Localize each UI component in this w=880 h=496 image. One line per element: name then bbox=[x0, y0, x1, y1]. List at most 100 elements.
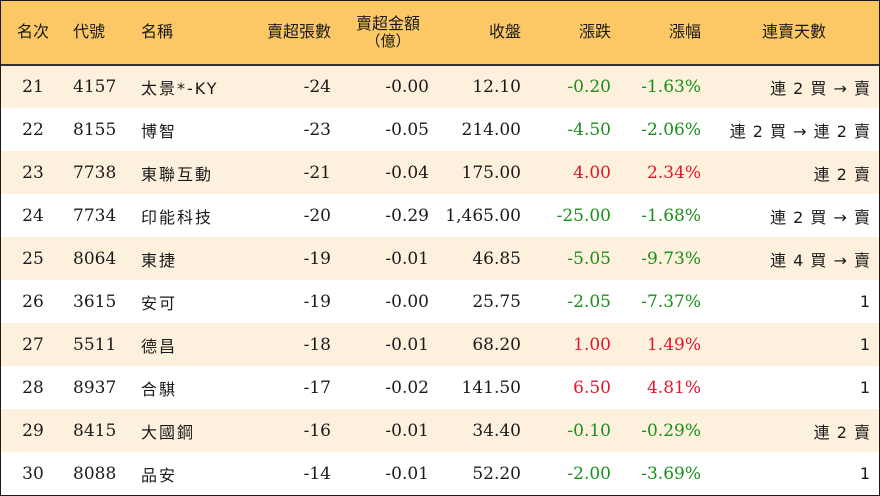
table-row[interactable]: 21 4157 太景*-KY -24 -0.00 12.10 -0.20 -1.63% 連 2 … bbox=[1, 64, 879, 108]
cell-name: 大國鋼 bbox=[141, 422, 196, 442]
cell-name: 安可 bbox=[141, 293, 178, 313]
cell-rank: 29 bbox=[22, 420, 44, 441]
cell-change-pct: -9.73% bbox=[641, 248, 701, 269]
cell-streak: 連 2 賣 bbox=[813, 164, 871, 184]
cell-change: 1.00 bbox=[573, 334, 611, 355]
cell-change: -25.00 bbox=[556, 205, 611, 226]
cell-close: 25.75 bbox=[472, 291, 521, 312]
header-sell-volume[interactable]: 賣超張數 bbox=[266, 22, 331, 42]
cell-sell-amount: -0.01 bbox=[385, 420, 429, 441]
cell-change: 6.50 bbox=[573, 377, 611, 398]
table-header-row: 名次 代號 名稱 賣超張數 賣超金額 （億） 收盤 漲跌 漲幅 連賣天數 bbox=[1, 1, 879, 65]
cell-code: 7738 bbox=[73, 162, 117, 183]
cell-rank: 27 bbox=[22, 334, 44, 355]
cell-streak: 1 bbox=[859, 292, 871, 311]
table-body: 21 4157 太景*-KY -24 -0.00 12.10 -0.20 -1.63% 連 2 … bbox=[1, 64, 879, 495]
header-close[interactable]: 收盤 bbox=[488, 22, 521, 42]
cell-sell-volume: -18 bbox=[303, 334, 331, 355]
cell-sell-volume: -20 bbox=[303, 205, 331, 226]
header-sell-amount-unit: （億） bbox=[365, 32, 411, 51]
cell-change-pct: 2.34% bbox=[646, 162, 701, 183]
cell-streak: 連 2 買 → 連 2 賣 bbox=[729, 121, 871, 141]
header-sell-amount[interactable]: 賣超金額 （億） bbox=[339, 1, 437, 65]
table-row[interactable]: 23 7738 東聯互動 -21 -0.04 175.00 4.00 2.34% 連 2 賣 bbox=[1, 151, 879, 194]
cell-change-pct: -1.63% bbox=[619, 64, 709, 108]
cell-sell-volume: -17 bbox=[303, 377, 331, 398]
cell-close: 46.85 bbox=[472, 248, 521, 269]
cell-change-pct: -7.37% bbox=[641, 291, 701, 312]
cell-streak: 連 2 買 → 賣 bbox=[709, 64, 879, 108]
cell-code: 8155 bbox=[73, 119, 117, 140]
cell-sell-amount: -0.00 bbox=[385, 291, 429, 312]
header-change[interactable]: 漲跌 bbox=[578, 22, 611, 42]
cell-sell-amount: -0.02 bbox=[385, 377, 429, 398]
cell-rank: 30 bbox=[22, 463, 44, 484]
cell-close: 175.00 bbox=[461, 162, 521, 183]
cell-sell-amount: -0.01 bbox=[385, 463, 429, 484]
header-streak[interactable]: 連賣天數 bbox=[761, 22, 826, 42]
cell-name: 德昌 bbox=[141, 336, 178, 356]
cell-streak: 連 2 賣 bbox=[813, 422, 871, 442]
header-name[interactable]: 名稱 bbox=[141, 22, 174, 42]
cell-code: 8937 bbox=[73, 377, 117, 398]
cell-name: 東捷 bbox=[141, 250, 178, 270]
cell-rank: 24 bbox=[22, 205, 44, 226]
cell-change-pct: -0.29% bbox=[641, 420, 701, 441]
cell-sell-amount: -0.05 bbox=[385, 119, 429, 140]
cell-change: -0.10 bbox=[567, 420, 611, 441]
cell-change-pct: -1.68% bbox=[641, 205, 701, 226]
cell-sell-amount: -0.29 bbox=[385, 205, 429, 226]
cell-name: 印能科技 bbox=[141, 207, 214, 227]
cell-code: 8064 bbox=[73, 248, 117, 269]
cell-name: 太景*-KY bbox=[133, 64, 233, 108]
cell-sell-volume: -16 bbox=[303, 420, 331, 441]
header-sell-amount-label: 賣超金額 bbox=[355, 13, 420, 33]
cell-code: 4157 bbox=[65, 64, 133, 108]
cell-streak: 1 bbox=[859, 378, 871, 397]
cell-code: 8415 bbox=[73, 420, 117, 441]
header-code[interactable]: 代號 bbox=[73, 22, 106, 42]
cell-close: 214.00 bbox=[461, 119, 521, 140]
cell-change: -4.50 bbox=[567, 119, 611, 140]
cell-sell-amount: -0.00 bbox=[339, 64, 437, 108]
cell-sell-volume: -24 bbox=[233, 64, 339, 108]
cell-name: 合騏 bbox=[141, 379, 178, 399]
table-row[interactable]: 24 7734 印能科技 -20 -0.29 1,465.00 -25.00 -1.68% 連 … bbox=[1, 194, 879, 237]
table-row[interactable]: 30 8088 品安 -14 -0.01 52.20 -2.00 -3.69% 1 bbox=[1, 452, 879, 495]
cell-change: -5.05 bbox=[567, 248, 611, 269]
header-change-pct[interactable]: 漲幅 bbox=[668, 22, 701, 42]
cell-sell-volume: -14 bbox=[303, 463, 331, 484]
cell-sell-volume: -23 bbox=[303, 119, 331, 140]
cell-sell-amount: -0.04 bbox=[385, 162, 429, 183]
cell-close: 68.20 bbox=[472, 334, 521, 355]
cell-change-pct: 4.81% bbox=[646, 377, 701, 398]
cell-streak: 連 4 買 → 賣 bbox=[770, 250, 871, 270]
table-row[interactable]: 26 3615 安可 -19 -0.00 25.75 -2.05 -7.37% 1 bbox=[1, 280, 879, 323]
cell-code: 7734 bbox=[73, 205, 117, 226]
cell-change-pct: -3.69% bbox=[641, 463, 701, 484]
header-rank[interactable]: 名次 bbox=[16, 22, 49, 42]
cell-rank: 28 bbox=[22, 377, 44, 398]
cell-streak: 1 bbox=[859, 464, 871, 483]
cell-rank: 21 bbox=[1, 64, 65, 108]
cell-sell-volume: -21 bbox=[303, 162, 331, 183]
table-row[interactable]: 28 8937 合騏 -17 -0.02 141.50 6.50 4.81% 1 bbox=[1, 366, 879, 409]
cell-close: 34.40 bbox=[472, 420, 521, 441]
table-row[interactable]: 25 8064 東捷 -19 -0.01 46.85 -5.05 -9.73% 連 4 買 → … bbox=[1, 237, 879, 280]
table-row[interactable]: 22 8155 博智 -23 -0.05 214.00 -4.50 -2.06% 連 2 買 →… bbox=[1, 108, 879, 151]
table-row[interactable]: 27 5511 德昌 -18 -0.01 68.20 1.00 1.49% 1 bbox=[1, 323, 879, 366]
cell-close: 12.10 bbox=[437, 64, 529, 108]
cell-sell-amount: -0.01 bbox=[385, 248, 429, 269]
cell-rank: 23 bbox=[22, 162, 44, 183]
cell-change: 4.00 bbox=[573, 162, 611, 183]
cell-code: 5511 bbox=[73, 334, 117, 355]
cell-rank: 26 bbox=[22, 291, 44, 312]
cell-change: -2.05 bbox=[567, 291, 611, 312]
cell-streak: 1 bbox=[859, 335, 871, 354]
cell-rank: 22 bbox=[22, 119, 44, 140]
table-row[interactable]: 29 8415 大國鋼 -16 -0.01 34.40 -0.10 -0.29% 連 2 賣 bbox=[1, 409, 879, 452]
cell-code: 3615 bbox=[73, 291, 117, 312]
cell-name: 博智 bbox=[141, 121, 178, 141]
